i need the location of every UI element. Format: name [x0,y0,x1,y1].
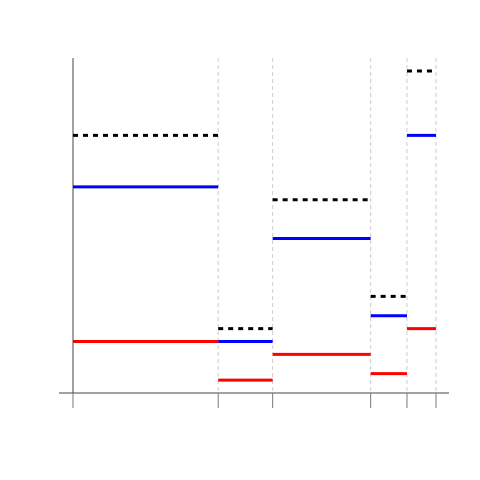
axes [59,58,449,408]
series-marks [73,69,436,382]
